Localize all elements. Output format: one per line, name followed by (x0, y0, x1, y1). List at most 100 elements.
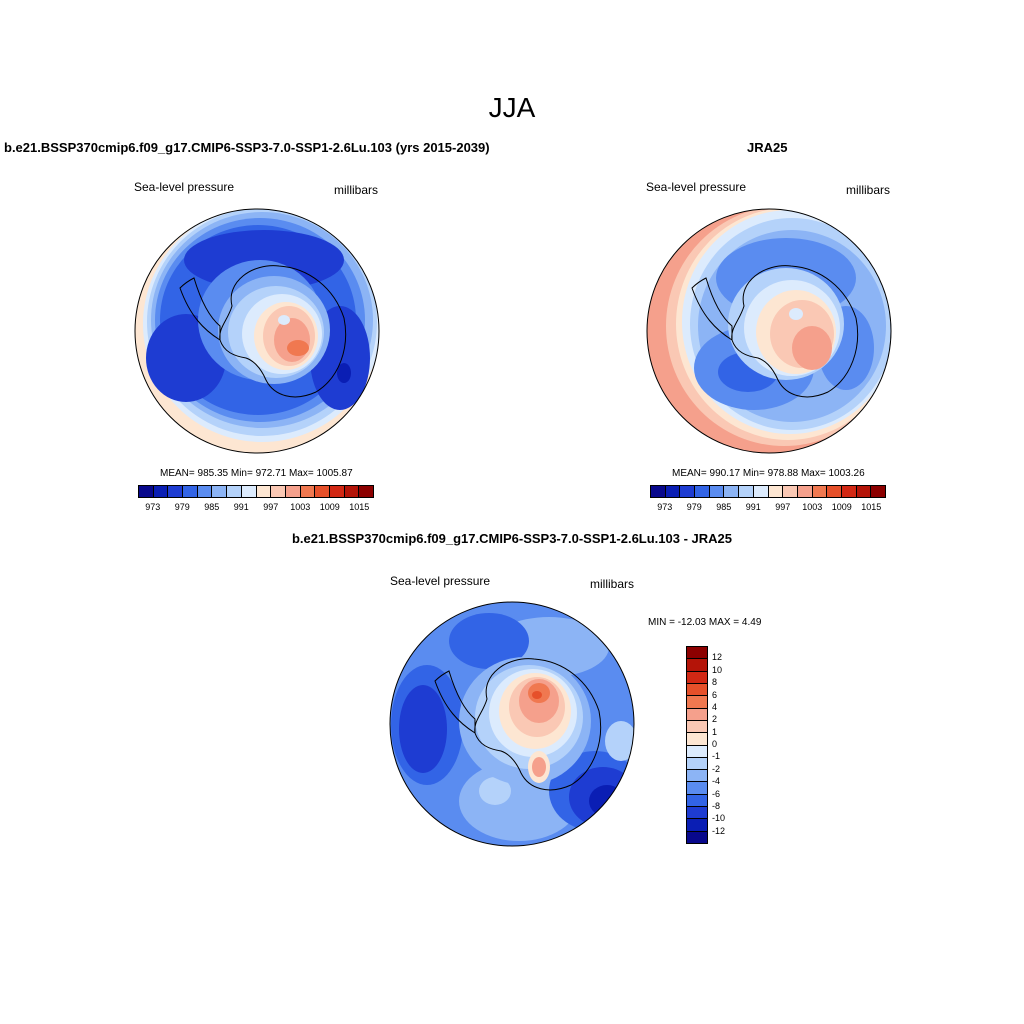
bottom-variable-label: Sea-level pressure (390, 574, 491, 588)
difference-colorbar-tick-label: 0 (712, 739, 718, 749)
left-units-label: millibars (334, 183, 379, 197)
left-colorbar-swatch (284, 486, 300, 497)
left-colorbar-tick-label: 1015 (349, 502, 370, 512)
left-colorbar-tick-label: 991 (233, 502, 249, 512)
difference-colorbar-tick-label: -1 (712, 751, 721, 762)
bottom-map-field (449, 613, 529, 669)
right-map-border (646, 208, 892, 454)
figure-title: JJA (488, 92, 536, 123)
difference-colorbar-tick-label: -8 (712, 800, 721, 811)
difference-colorbar-tick-label: 2 (712, 714, 718, 725)
right-colorbar-swatch (664, 486, 680, 497)
left-colorbar-swatch (226, 486, 241, 497)
difference-colorbar-swatch (687, 658, 707, 671)
right-polar-map (646, 208, 892, 454)
bottom-stats-label: MIN = -12.03 MAX = 4.49 (648, 617, 762, 628)
left-variable-label: Sea-level pressure (134, 180, 235, 194)
left-colorbar-tick-label: 997 (263, 502, 279, 512)
right-panel-title: JRA25 (747, 140, 788, 155)
bottom-map-field (479, 777, 511, 805)
difference-colorbar-tick-label: 10 (712, 664, 723, 675)
left-map-border (134, 208, 380, 454)
difference-colorbar-tick-label: -2 (712, 763, 721, 774)
difference-colorbar-tick-label: -4 (712, 776, 721, 787)
left-map-field (274, 318, 310, 362)
left-colorbar-ticks: 973 979 985 991 997 1003 1009 1015 (138, 502, 374, 514)
left-colorbar-swatch (139, 486, 153, 497)
difference-colorbar-swatch (687, 818, 707, 831)
right-colorbar-swatch (694, 486, 709, 497)
difference-colorbar-tick-label: -6 (712, 788, 721, 799)
bottom-map-field (605, 721, 634, 761)
right-colorbar-tick-label: 979 (686, 502, 702, 512)
left-colorbar-swatch (270, 486, 285, 497)
right-colorbar-swatch (796, 486, 812, 497)
difference-colorbar-swatch (687, 756, 707, 770)
left-colorbar-swatch (358, 486, 373, 497)
left-colorbar-tick-label: 1009 (319, 502, 340, 512)
right-colorbar-tick-label: 973 (657, 502, 673, 512)
difference-colorbar-tick-label: 1 (712, 726, 718, 737)
left-panel-title: b.e21.BSSP370cmip6.f09_g17.CMIP6-SSP3-7.… (4, 140, 490, 155)
right-colorbar-swatch (855, 486, 871, 497)
right-colorbar-swatch (782, 486, 797, 497)
difference-colorbar-swatch (687, 806, 707, 819)
left-colorbar-swatch (343, 486, 359, 497)
difference-colorbar-swatch (687, 793, 707, 807)
left-colorbar (138, 485, 374, 498)
difference-colorbar-swatch (687, 647, 707, 659)
bottom-polar-map (389, 601, 635, 847)
difference-colorbar-ticks: 12 10 8 6 4 2 1 0 -1 -2 -4 -6 -8 -10 -12 (712, 646, 752, 844)
bottom-map-field (532, 691, 542, 699)
left-colorbar-tick-label: 985 (204, 502, 220, 512)
difference-colorbar-swatch (687, 719, 707, 733)
right-units-label: millibars (846, 183, 891, 197)
right-colorbar-swatch (767, 486, 783, 497)
bottom-map-field (532, 757, 546, 777)
right-colorbar-swatch (840, 486, 856, 497)
left-colorbar-tick-label: 1003 (290, 502, 311, 512)
left-colorbar-swatch (211, 486, 227, 497)
bottom-map-border (389, 601, 635, 847)
left-map-field (337, 363, 351, 383)
left-colorbar-swatch (196, 486, 212, 497)
difference-colorbar-swatch (687, 670, 707, 683)
left-colorbar-swatch (240, 486, 256, 497)
left-map-field (278, 315, 290, 325)
right-colorbar-tick-label: 1015 (861, 502, 882, 512)
right-colorbar-tick-label: 991 (745, 502, 761, 512)
difference-colorbar-swatch (687, 682, 707, 696)
bottom-antarctica-coastline (434, 658, 602, 791)
difference-colorbar-swatch (687, 695, 707, 708)
difference-colorbar-swatch (687, 769, 707, 782)
right-colorbar-swatch (870, 486, 885, 497)
right-colorbar-tick-label: 1003 (802, 502, 823, 512)
right-colorbar-swatch (826, 486, 841, 497)
left-colorbar-tick-label: 979 (174, 502, 190, 512)
right-colorbar-tick-label: 997 (775, 502, 791, 512)
bottom-map-field (399, 685, 447, 773)
left-colorbar-swatch (314, 486, 329, 497)
right-colorbar-swatch (708, 486, 724, 497)
difference-colorbar-swatch (687, 781, 707, 794)
difference-colorbar-tick-label: 6 (712, 689, 718, 700)
right-colorbar-swatch (679, 486, 695, 497)
difference-colorbar-swatch (687, 707, 707, 720)
difference-colorbar-tick-label: -10 (712, 813, 726, 824)
left-colorbar-swatch (328, 486, 344, 497)
left-colorbar-tick-label: 973 (145, 502, 161, 512)
left-stats-label: MEAN= 985.35 Min= 972.71 Max= 1005.87 (160, 468, 353, 479)
left-antarctica-coastline (179, 265, 347, 398)
bottom-units-label: millibars (590, 577, 635, 591)
bottom-panel-title: b.e21.BSSP370cmip6.f09_g17.CMIP6-SSP3-7.… (291, 531, 733, 546)
difference-colorbar (686, 646, 708, 844)
left-colorbar-swatch (299, 486, 315, 497)
left-colorbar-swatch (182, 486, 197, 497)
left-colorbar-swatch (255, 486, 271, 497)
difference-colorbar-tick-label: 4 (712, 701, 718, 712)
right-colorbar-tick-label: 1009 (831, 502, 852, 512)
difference-colorbar-tick-label: 12 (712, 652, 723, 663)
left-colorbar-swatch (152, 486, 168, 497)
right-variable-label: Sea-level pressure (646, 180, 747, 194)
right-colorbar-swatch (651, 486, 665, 497)
